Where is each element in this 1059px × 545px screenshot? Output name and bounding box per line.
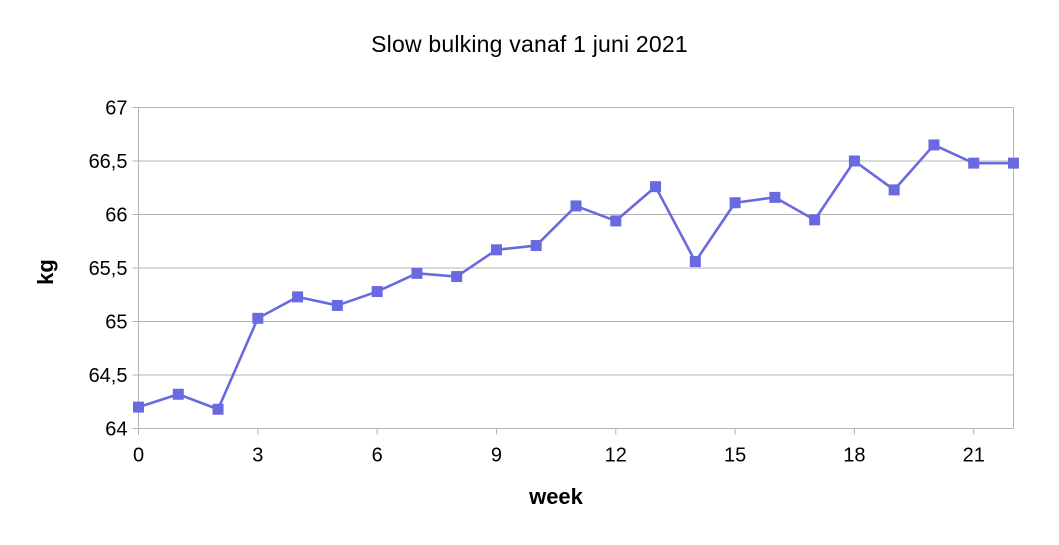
data-point-marker: [689, 256, 701, 268]
chart-title: Slow bulking vanaf 1 juni 2021: [371, 31, 688, 57]
data-point-marker: [928, 139, 940, 151]
data-point-marker: [292, 291, 304, 303]
y-tick-label: 64,5: [89, 365, 128, 387]
y-tick-label: 65,5: [89, 258, 128, 280]
y-tick-label: 65: [105, 312, 127, 334]
data-point-marker: [133, 401, 144, 413]
x-tick-label: 3: [252, 445, 263, 467]
data-point-marker: [212, 403, 224, 415]
data-point-marker: [371, 286, 383, 298]
data-point-marker: [809, 214, 821, 226]
data-point-marker: [729, 197, 741, 209]
data-point-marker: [769, 191, 781, 203]
data-point-marker: [1008, 157, 1019, 169]
data-point-marker: [650, 181, 662, 193]
data-point-marker: [252, 312, 264, 324]
data-point-marker: [490, 244, 502, 256]
y-tick-label: 66: [105, 205, 127, 227]
y-tick-label: 66,5: [89, 151, 128, 173]
x-tick-label: 9: [491, 445, 502, 467]
data-point-marker: [848, 155, 860, 167]
y-tick-label: 64: [105, 419, 127, 441]
x-tick-label: 15: [724, 445, 746, 467]
data-point-marker: [172, 388, 184, 400]
y-tick-label: 67: [105, 98, 127, 120]
x-tick-label: 0: [133, 445, 144, 467]
x-tick-label: 21: [963, 445, 985, 467]
data-point-marker: [570, 200, 582, 212]
data-point-marker: [888, 184, 900, 196]
x-tick-label: 18: [843, 445, 865, 467]
data-point-marker: [610, 215, 622, 227]
data-point-marker: [530, 240, 542, 252]
series-line: [137, 143, 1015, 411]
x-tick-label: 12: [605, 445, 627, 467]
data-point-marker: [411, 267, 423, 279]
data-point-marker: [968, 157, 980, 169]
data-point-marker: [331, 299, 343, 311]
x-tick-label: 6: [372, 445, 383, 467]
data-point-marker: [451, 271, 463, 283]
x-axis-title: week: [529, 484, 583, 509]
